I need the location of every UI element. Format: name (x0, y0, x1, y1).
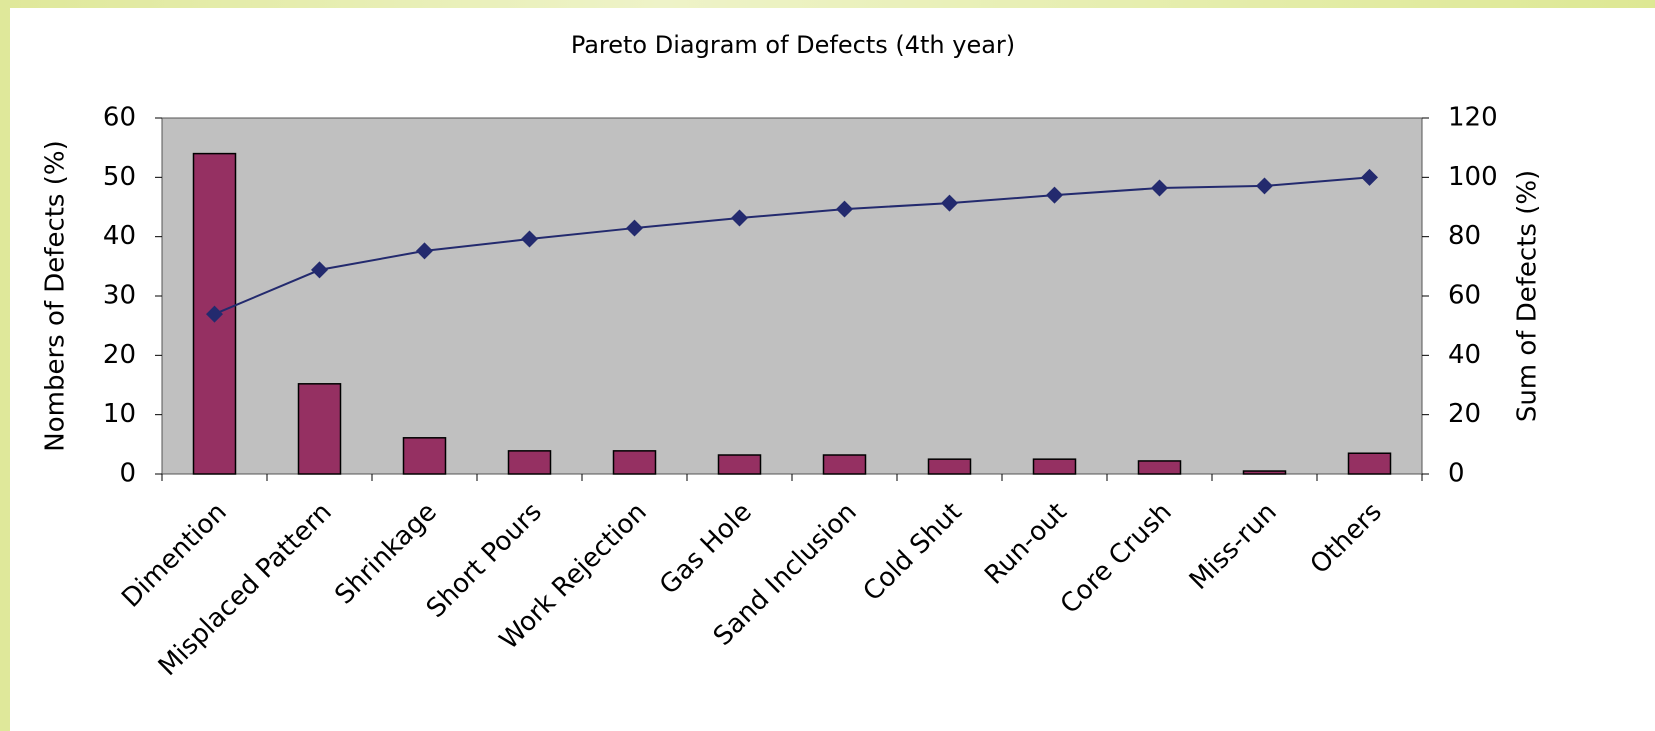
marker (206, 305, 223, 323)
marker (416, 242, 433, 260)
y2-tick-label: 100 (1448, 162, 1498, 192)
chart-title: Pareto Diagram of Defects (4th year) (571, 31, 1015, 59)
y-tick-label: 20 (103, 340, 136, 370)
line (214, 176, 1370, 316)
marker (731, 209, 748, 227)
bar (297, 383, 342, 475)
bar (822, 454, 867, 475)
marker (311, 261, 328, 279)
bar (612, 450, 657, 475)
plot-area (161, 117, 1423, 475)
bar (192, 152, 237, 475)
y2-tick-label: 0 (1448, 459, 1465, 489)
y2-tick-label: 60 (1448, 281, 1481, 311)
bar (507, 450, 552, 475)
bar (717, 454, 762, 475)
y-tick-label: 40 (103, 221, 136, 251)
y-axis-label: Nombers of Defects (%) (41, 140, 71, 451)
y2-tick-label: 40 (1448, 340, 1481, 370)
y-tick-label: 50 (103, 162, 136, 192)
marker (941, 194, 958, 212)
bar (1242, 470, 1287, 475)
marker (836, 200, 853, 218)
y-tick-label: 0 (119, 459, 136, 489)
bar (1347, 452, 1392, 475)
y2-axis-label: Sum of Defects (%) (1513, 170, 1543, 422)
bar (1137, 460, 1182, 475)
marker (626, 219, 643, 237)
marker (521, 230, 538, 248)
y-tick-label: 10 (103, 399, 136, 429)
y2-tick-label: 80 (1448, 221, 1481, 251)
y-tick-label: 30 (103, 281, 136, 311)
bar (927, 458, 972, 475)
bar (1032, 458, 1077, 475)
y-tick-label: 60 (103, 103, 136, 133)
y2-tick-label: 120 (1448, 103, 1498, 133)
bar (402, 437, 447, 475)
y2-tick-label: 20 (1448, 399, 1481, 429)
